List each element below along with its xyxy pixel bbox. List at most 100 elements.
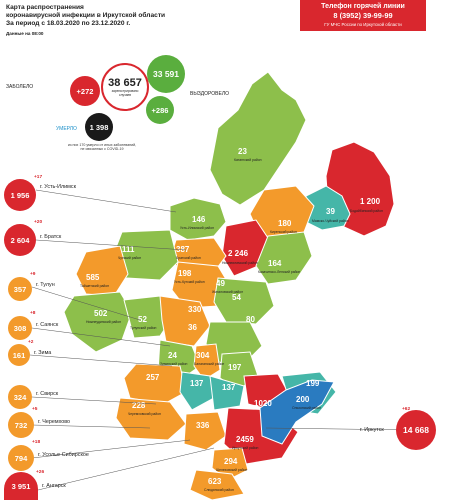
- region-number-labels: 23 1 200 39 180 146 111 387 2 246 164 58…: [86, 147, 381, 486]
- region-number: 54: [232, 293, 241, 302]
- district-name: Слюдянский район: [204, 488, 234, 492]
- city-name: г. Черемхово: [38, 419, 71, 425]
- recovered-delta-bubble: +286: [146, 96, 174, 124]
- irkutsk-delta: +62: [402, 407, 411, 412]
- died-bubble: 1 398: [85, 113, 113, 141]
- region-osa: [209, 375, 245, 411]
- city-name: г. Братск: [40, 234, 62, 240]
- region-zhigalovo: [213, 277, 275, 325]
- district-name: Зиминский район: [160, 362, 187, 366]
- region-alar: [179, 371, 215, 411]
- region-slyudyanka: [189, 469, 245, 500]
- total-cases: 38 657: [108, 77, 142, 89]
- region-cheremkhovo: [115, 397, 187, 441]
- region-balagansk: [193, 343, 221, 381]
- district-name: Балаганский район: [194, 362, 224, 366]
- city-delta: +18: [32, 440, 41, 445]
- city-name: г. Усолье-Сибирское: [38, 452, 89, 458]
- sick-label: ЗАБОЛЕЛО: [6, 84, 34, 90]
- title-line-1: Карта распространения: [6, 4, 84, 11]
- district-name: Чунский район: [118, 256, 141, 260]
- region-number: 2 246: [228, 249, 249, 258]
- region-nizhneudinsk: [63, 291, 133, 353]
- region-number: 502: [94, 309, 108, 318]
- region-number: 146: [192, 215, 206, 224]
- region-katanga: [209, 71, 307, 206]
- city-delta: +17: [34, 175, 43, 180]
- region-number: 304: [196, 351, 210, 360]
- region-number: 330: [188, 305, 202, 314]
- region-number: 198: [178, 269, 192, 278]
- region-number: 2459: [236, 435, 254, 444]
- district-name: Жигаловский район: [212, 290, 243, 294]
- city-bubble-angarsk: 3 951: [4, 472, 38, 500]
- region-number: 387: [176, 245, 190, 254]
- irkutsk-bubble: 14 668: [396, 410, 436, 450]
- district-name: Мамско-Чуйский район: [312, 219, 349, 223]
- region-number: 49: [216, 279, 225, 288]
- district-name: Иркутский район: [232, 446, 259, 450]
- district-name: Нижнеудинский район: [86, 320, 121, 324]
- region-mama: [305, 185, 351, 231]
- city-name: г. Усть-Илимск: [40, 184, 76, 190]
- region-number: 180: [278, 219, 292, 228]
- city-bubble-usolye: 794: [8, 445, 34, 471]
- died-label: УМЕРЛО: [56, 126, 77, 132]
- title-line-2: коронавирусной инфекции в Иркутской обла…: [6, 12, 166, 19]
- region-number: 39: [326, 207, 335, 216]
- total-bubble: 38 657 зарегистрировано случаев: [101, 63, 149, 111]
- city-name: г. Свирск: [36, 391, 59, 397]
- region-taishet: [75, 245, 129, 297]
- city-name: г. Тулун: [36, 282, 55, 288]
- district-name: Усть-Кутский район: [174, 280, 205, 284]
- region-number: 36: [188, 323, 197, 332]
- region-number: 1020: [254, 399, 272, 408]
- region-number: 52: [138, 315, 147, 324]
- city-bubble-bratsk: 2 604: [4, 224, 36, 256]
- region-shelekhov: [211, 447, 249, 481]
- city-delta: +26: [36, 470, 45, 475]
- city-delta: +2: [28, 340, 34, 345]
- region-number: 623: [208, 477, 222, 486]
- recovered-label: ВЫЗДОРОВЕЛО: [190, 91, 230, 97]
- region-number: 197: [228, 363, 242, 372]
- district-name: Казачинско-Ленский район: [258, 270, 300, 274]
- region-kuytun: [159, 295, 211, 347]
- city-bubble-zima: 161: [8, 344, 30, 366]
- map-title: Карта распространения коронавирусной инф…: [6, 4, 165, 28]
- district-name: Усть-Илимский район: [180, 226, 214, 230]
- leader-lines: [29, 189, 415, 491]
- district-name: Бодайбинский район: [350, 209, 383, 213]
- city-delta: +5: [32, 407, 38, 412]
- region-number: 80: [246, 315, 255, 324]
- hotline-org: ГУ МЧС России по Иркутской области: [324, 22, 402, 27]
- irkutsk-name: г. Иркутск: [360, 427, 384, 433]
- region-number: 164: [268, 259, 282, 268]
- region-number: 199: [306, 379, 320, 388]
- hotline-phone[interactable]: 8 (3952) 39-99-99: [333, 11, 393, 20]
- city-bubble-sayansk: 308: [8, 316, 32, 340]
- region-number: 585: [86, 273, 100, 282]
- region-number: 111: [122, 245, 135, 254]
- district-name: Черемховский район: [128, 412, 161, 416]
- region-kazachinsk: [255, 231, 313, 285]
- city-name: г. Зима: [34, 350, 52, 356]
- district-name: Шелеховский район: [216, 468, 247, 472]
- hotline-title: Телефон горячей линии: [321, 3, 405, 10]
- district-labels: Катангский район Бодайбинский район Мамс…: [80, 158, 383, 492]
- region-number: 24: [168, 351, 177, 360]
- district-name: Тулунский район: [130, 326, 157, 330]
- region-number: 336: [196, 421, 210, 430]
- region-number: 257: [146, 373, 160, 382]
- city-delta: +20: [34, 220, 43, 225]
- district-name: Ольхонский район: [292, 406, 321, 410]
- district-name: Братский район: [176, 256, 201, 260]
- region-number: 137: [190, 379, 204, 388]
- district-name: Нижнеилимский район: [222, 261, 258, 265]
- data-as-of: Данные на 08:00: [6, 31, 44, 36]
- city-name: г. Ангарск: [42, 483, 66, 489]
- city-bubble-ust-ilimsk: 1 956: [4, 179, 36, 211]
- city-bubble-svirsk: 324: [8, 385, 32, 409]
- region-number: 23: [238, 147, 247, 156]
